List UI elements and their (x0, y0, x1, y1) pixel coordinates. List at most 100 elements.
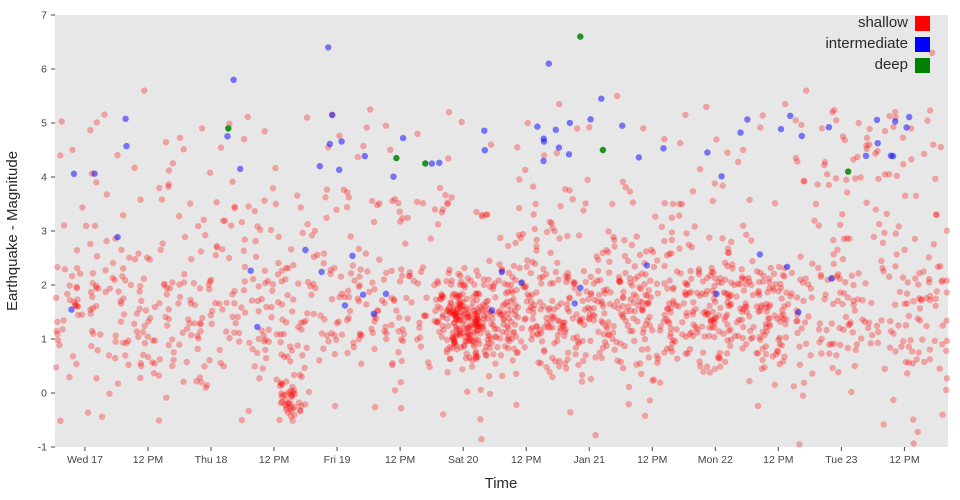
point-shallow[interactable] (245, 407, 252, 415)
point-shallow[interactable] (719, 182, 726, 189)
point-shallow[interactable] (472, 335, 479, 342)
point-shallow[interactable] (185, 316, 192, 323)
point-shallow[interactable] (817, 273, 825, 280)
point-shallow[interactable] (510, 328, 518, 336)
point-shallow[interactable] (800, 379, 808, 387)
point-shallow[interactable] (453, 346, 461, 353)
point-shallow[interactable] (486, 283, 494, 290)
point-shallow[interactable] (434, 221, 442, 228)
point-shallow[interactable] (793, 317, 800, 325)
point-shallow[interactable] (621, 252, 629, 260)
point-shallow[interactable] (609, 200, 616, 208)
point-shallow[interactable] (235, 329, 243, 337)
point-shallow[interactable] (395, 199, 402, 207)
point-shallow[interactable] (697, 363, 704, 370)
point-shallow[interactable] (369, 329, 376, 336)
point-shallow[interactable] (364, 268, 371, 275)
point-shallow[interactable] (112, 332, 119, 339)
point-shallow[interactable] (549, 354, 556, 362)
point-shallow[interactable] (164, 322, 171, 329)
point-shallow[interactable] (699, 278, 707, 285)
point-shallow[interactable] (707, 272, 714, 279)
point-shallow[interactable] (485, 332, 493, 340)
point-shallow[interactable] (487, 141, 495, 148)
point-shallow[interactable] (840, 235, 848, 242)
point-shallow[interactable] (917, 317, 924, 324)
point-shallow[interactable] (478, 211, 486, 218)
point-shallow[interactable] (472, 354, 480, 361)
point-shallow[interactable] (667, 330, 674, 337)
point-shallow[interactable] (491, 325, 499, 333)
point-shallow[interactable] (619, 294, 626, 302)
point-shallow[interactable] (606, 300, 614, 308)
point-shallow[interactable] (578, 315, 586, 322)
point-shallow[interactable] (543, 364, 550, 371)
point-shallow[interactable] (202, 384, 209, 391)
point-shallow[interactable] (74, 311, 82, 319)
point-shallow[interactable] (823, 326, 830, 334)
point-shallow[interactable] (943, 277, 950, 284)
point-shallow[interactable] (391, 297, 398, 304)
point-shallow[interactable] (417, 343, 425, 350)
point-shallow[interactable] (584, 176, 591, 184)
point-shallow[interactable] (625, 257, 632, 265)
point-shallow[interactable] (479, 306, 486, 313)
point-shallow[interactable] (710, 295, 718, 302)
point-shallow[interactable] (586, 311, 593, 318)
point-shallow[interactable] (473, 320, 481, 328)
point-shallow[interactable] (191, 301, 198, 309)
legend-item-deep[interactable]: deep (875, 56, 930, 74)
point-shallow[interactable] (676, 200, 683, 208)
point-shallow[interactable] (439, 322, 446, 329)
point-shallow[interactable] (197, 248, 205, 255)
point-shallow[interactable] (398, 336, 405, 343)
point-shallow[interactable] (460, 343, 468, 350)
point-shallow[interactable] (138, 362, 145, 370)
point-shallow[interactable] (548, 312, 555, 320)
point-shallow[interactable] (678, 200, 686, 208)
point-shallow[interactable] (926, 107, 934, 114)
point-shallow[interactable] (440, 326, 447, 334)
point-shallow[interactable] (613, 338, 620, 346)
point-shallow[interactable] (229, 178, 236, 185)
point-shallow[interactable] (494, 344, 501, 351)
point-shallow[interactable] (588, 290, 595, 297)
point-shallow[interactable] (864, 324, 872, 332)
point-shallow[interactable] (596, 349, 603, 356)
point-shallow[interactable] (299, 352, 306, 359)
point-shallow[interactable] (504, 336, 511, 343)
point-shallow[interactable] (468, 304, 475, 311)
point-shallow[interactable] (240, 247, 247, 254)
point-shallow[interactable] (357, 266, 364, 273)
point-shallow[interactable] (327, 270, 334, 277)
point-shallow[interactable] (592, 432, 599, 439)
point-shallow[interactable] (513, 349, 520, 357)
point-intermediate[interactable] (777, 125, 785, 133)
point-shallow[interactable] (419, 200, 427, 207)
point-shallow[interactable] (287, 407, 294, 414)
point-shallow[interactable] (296, 371, 304, 379)
point-shallow[interactable] (433, 319, 440, 326)
point-shallow[interactable] (579, 371, 586, 379)
point-shallow[interactable] (146, 256, 154, 263)
point-shallow[interactable] (255, 335, 262, 343)
point-shallow[interactable] (683, 312, 690, 320)
point-shallow[interactable] (533, 323, 540, 331)
point-shallow[interactable] (357, 331, 364, 338)
point-shallow[interactable] (843, 235, 851, 242)
point-shallow[interactable] (427, 235, 434, 242)
point-shallow[interactable] (661, 136, 668, 143)
point-shallow[interactable] (451, 310, 459, 317)
point-shallow[interactable] (448, 345, 456, 352)
point-shallow[interactable] (580, 357, 587, 365)
point-shallow[interactable] (114, 152, 121, 159)
point-shallow[interactable] (575, 232, 583, 239)
point-shallow[interactable] (358, 360, 365, 367)
point-shallow[interactable] (504, 310, 512, 317)
point-shallow[interactable] (590, 317, 597, 324)
point-shallow[interactable] (706, 302, 713, 309)
point-shallow[interactable] (821, 158, 829, 166)
point-shallow[interactable] (61, 266, 69, 273)
point-shallow[interactable] (713, 136, 720, 143)
point-shallow[interactable] (645, 354, 652, 361)
